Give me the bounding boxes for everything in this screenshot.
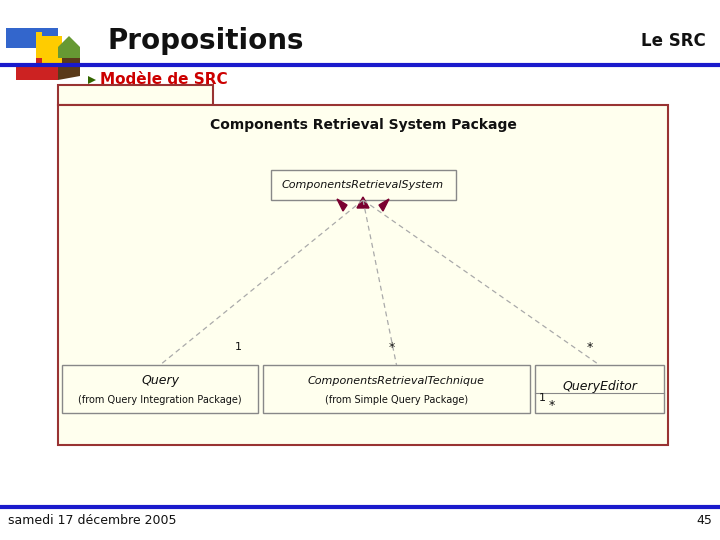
Text: Modèle de SRC: Modèle de SRC <box>100 72 228 87</box>
Text: samedi 17 décembre 2005: samedi 17 décembre 2005 <box>8 514 176 526</box>
Text: Query: Query <box>141 374 179 387</box>
Text: (from Simple Query Package): (from Simple Query Package) <box>325 395 468 404</box>
Text: QueryEditor: QueryEditor <box>562 380 637 393</box>
Text: ComponentsRetrievalSystem: ComponentsRetrievalSystem <box>282 180 444 190</box>
Polygon shape <box>58 36 80 58</box>
Text: Propositions: Propositions <box>108 27 305 55</box>
Text: 45: 45 <box>696 514 712 526</box>
Text: 1: 1 <box>539 393 546 403</box>
Polygon shape <box>36 32 62 64</box>
FancyBboxPatch shape <box>271 170 456 200</box>
FancyBboxPatch shape <box>263 365 530 413</box>
Text: *: * <box>549 399 555 413</box>
Text: *: * <box>586 341 593 354</box>
Text: (from Query Integration Package): (from Query Integration Package) <box>78 395 242 404</box>
FancyBboxPatch shape <box>58 105 668 445</box>
Polygon shape <box>58 58 80 80</box>
Polygon shape <box>357 197 369 208</box>
Text: *: * <box>388 341 395 354</box>
FancyBboxPatch shape <box>535 365 664 413</box>
Text: Le SRC: Le SRC <box>642 32 706 50</box>
FancyBboxPatch shape <box>58 85 213 105</box>
Polygon shape <box>337 199 347 211</box>
Polygon shape <box>379 199 389 211</box>
Text: ComponentsRetrievalTechnique: ComponentsRetrievalTechnique <box>308 376 485 386</box>
Text: 1: 1 <box>235 342 241 352</box>
Polygon shape <box>88 76 96 84</box>
Text: Components Retrieval System Package: Components Retrieval System Package <box>210 118 516 132</box>
Polygon shape <box>16 58 58 80</box>
FancyBboxPatch shape <box>62 365 258 413</box>
Polygon shape <box>6 28 58 62</box>
